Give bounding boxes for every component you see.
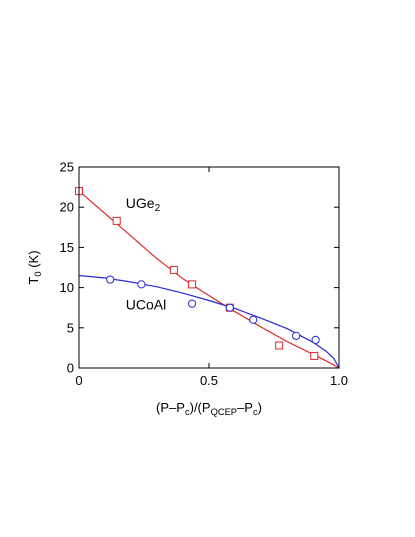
data-point [112, 216, 121, 225]
y-tick-label: 20 [60, 200, 74, 215]
data-point [292, 331, 301, 340]
y-tick-label: 10 [60, 280, 74, 295]
y-axis-title: T0 (K) [26, 250, 43, 284]
series-labels: UGe2 UCoAl [126, 195, 166, 312]
y-tick-label: 5 [67, 320, 74, 335]
data-point [137, 280, 146, 289]
plot-frame [78, 166, 340, 369]
x-tick-label: 1.0 [330, 373, 348, 388]
x-axis-title: (P–Pc)/(PQCEP–Pc) [156, 400, 262, 417]
y-tick-label: 0 [67, 361, 74, 376]
data-point [188, 299, 197, 308]
series-label: UGe2 [126, 195, 161, 214]
data-point [275, 341, 284, 350]
x-tick-label: 0 [75, 373, 82, 388]
data-point [311, 335, 320, 344]
data-point [106, 275, 115, 284]
y-tick-label: 15 [60, 240, 74, 255]
data-point [249, 315, 258, 324]
tick-labels: 0 0.5 1.0 0 5 10 15 20 25 [60, 160, 349, 389]
axis-ticks [78, 166, 340, 369]
series-label: UCoAl [126, 296, 166, 312]
x-tick-label: 0.5 [200, 373, 218, 388]
plot-markers [75, 187, 320, 360]
data-point [188, 280, 197, 289]
series-fit-line [78, 274, 340, 369]
data-point [310, 351, 319, 360]
data-point [169, 265, 178, 274]
y-tick-label: 25 [60, 160, 74, 175]
data-point [225, 303, 234, 312]
